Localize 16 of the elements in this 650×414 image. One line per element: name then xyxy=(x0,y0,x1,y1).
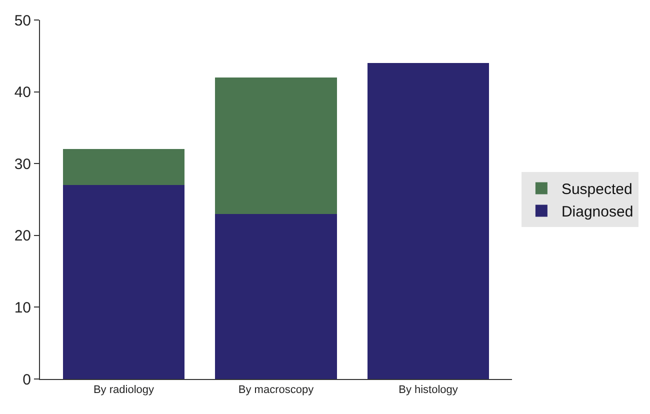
y-tick-label: 40 xyxy=(14,84,31,102)
bar xyxy=(215,77,337,214)
legend-label: Diagnosed xyxy=(561,204,634,221)
bar xyxy=(62,149,185,186)
x-tick-label: By macroscopy xyxy=(238,384,314,396)
x-tick-label: By radiology xyxy=(93,384,154,396)
bar xyxy=(367,63,490,379)
y-tick-label: 20 xyxy=(14,228,31,245)
bar xyxy=(62,185,185,379)
y-tick-label: 0 xyxy=(22,371,31,388)
x-tick-label: By histology xyxy=(398,384,458,396)
y-tick-label: 10 xyxy=(14,299,31,316)
legend-label: Suspected xyxy=(561,181,632,198)
y-tick-label: 50 xyxy=(14,12,31,30)
bar xyxy=(215,214,337,379)
y-tick-label: 30 xyxy=(14,156,31,173)
